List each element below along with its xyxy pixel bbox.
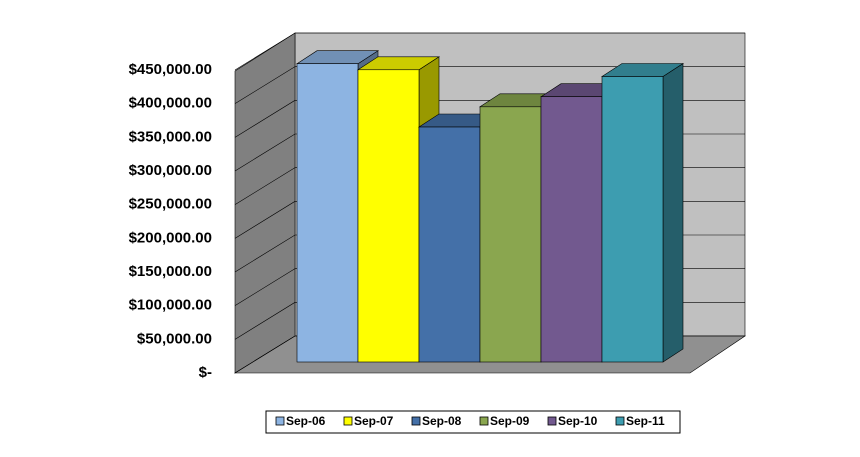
bar xyxy=(600,62,685,363)
legend-swatch xyxy=(411,416,421,426)
legend-box xyxy=(265,410,681,434)
legend-label: Sep-06 xyxy=(286,414,326,428)
legend-swatch xyxy=(275,416,285,426)
y-tick-label: $- xyxy=(199,364,212,381)
legend-swatch xyxy=(479,416,489,426)
grid-line xyxy=(234,66,745,104)
bar-front xyxy=(601,76,664,363)
bar-side xyxy=(662,62,684,363)
bar-front xyxy=(479,106,542,363)
legend-swatch xyxy=(343,416,353,426)
legend-swatch xyxy=(547,416,557,426)
legend-label: Sep-07 xyxy=(354,414,394,428)
y-tick-label: $350,000.00 xyxy=(129,128,212,145)
y-tick-label: $150,000.00 xyxy=(129,263,212,280)
y-tick-label: $400,000.00 xyxy=(129,95,212,112)
y-tick-label: $450,000.00 xyxy=(129,61,212,78)
y-tick-label: $50,000.00 xyxy=(137,330,212,347)
bar-front xyxy=(296,63,359,363)
y-tick-label: $100,000.00 xyxy=(129,297,212,314)
bar xyxy=(295,50,380,363)
grid-line xyxy=(234,32,745,71)
y-tick-label: $200,000.00 xyxy=(129,229,212,246)
legend-label: Sep-10 xyxy=(558,414,598,428)
bar-front xyxy=(418,126,481,363)
bar-front xyxy=(357,69,420,363)
legend-label: Sep-08 xyxy=(422,414,462,428)
legend-label: Sep-09 xyxy=(490,414,530,428)
legend-label: Sep-11 xyxy=(626,414,665,428)
side-wall xyxy=(234,32,296,374)
legend-swatch xyxy=(615,416,625,426)
bar-front xyxy=(540,96,603,363)
y-tick-label: $300,000.00 xyxy=(129,162,212,179)
y-tick-label: $250,000.00 xyxy=(129,196,212,213)
